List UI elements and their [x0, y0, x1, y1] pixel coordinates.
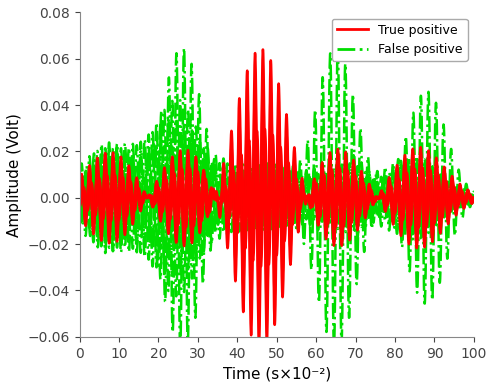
Y-axis label: Amplitude (Volt): Amplitude (Volt)	[7, 113, 22, 237]
Legend: True positive, False positive: True positive, False positive	[332, 19, 468, 61]
X-axis label: Time (s×10⁻²): Time (s×10⁻²)	[223, 366, 331, 381]
